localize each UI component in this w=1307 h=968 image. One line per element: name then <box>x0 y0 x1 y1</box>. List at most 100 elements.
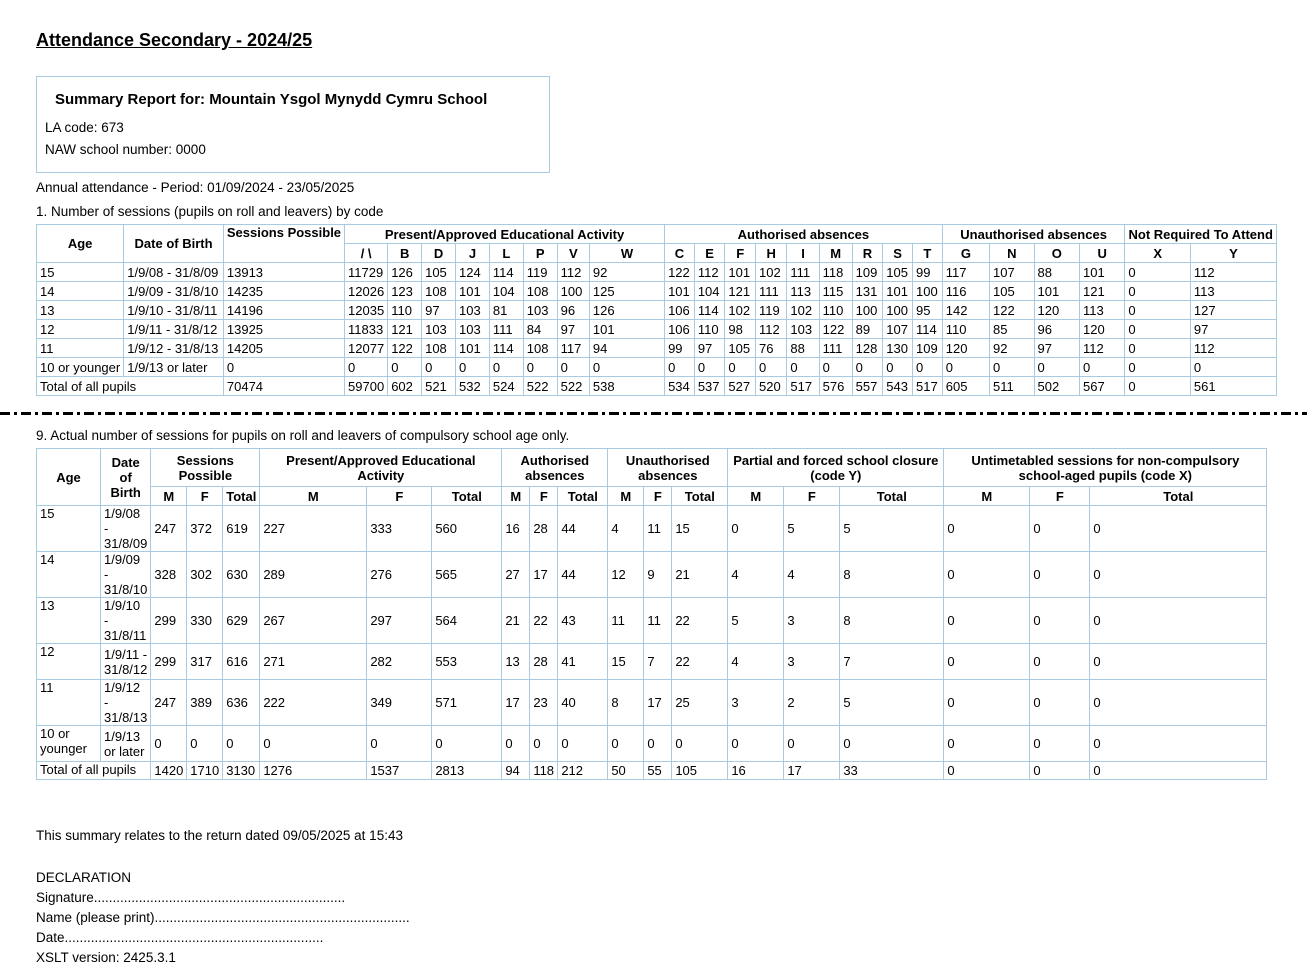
data-cell: 108 <box>421 281 456 301</box>
data-cell: 0 <box>529 725 559 762</box>
data-cell: 520 <box>754 376 788 396</box>
data-cell: 0 <box>1089 679 1268 726</box>
data-cell: 130 <box>882 338 913 358</box>
data-cell: 517 <box>912 376 943 396</box>
data-cell: 89 <box>851 319 884 339</box>
data-cell: 267 <box>259 597 368 644</box>
data-cell: 0 <box>989 357 1035 377</box>
data-cell: 0 <box>1029 551 1091 598</box>
header-cell: Present/Approved Educational Activity <box>259 448 503 487</box>
data-cell: 4 <box>783 551 841 598</box>
header-cell: Authorised absences <box>501 448 609 487</box>
data-cell: 109 <box>912 338 943 358</box>
data-cell: 328 <box>150 551 188 598</box>
data-cell: 0 <box>421 357 456 377</box>
data-cell: 108 <box>421 338 456 358</box>
data-cell: 289 <box>259 551 368 598</box>
header-cell: Partial and forced school closure (code … <box>727 448 945 487</box>
data-cell: 94 <box>588 338 666 358</box>
data-cell: 109 <box>851 262 884 282</box>
data-cell: 522 <box>522 376 558 396</box>
data-cell: 95 <box>912 300 943 320</box>
la-code-line: LA code: 673 <box>45 120 124 135</box>
header-cell: Total <box>671 486 729 506</box>
data-cell: 247 <box>150 679 188 726</box>
data-cell: 110 <box>941 319 991 339</box>
header-cell: W <box>588 243 666 263</box>
data-cell: 106 <box>664 300 695 320</box>
data-cell: 0 <box>1124 376 1191 396</box>
data-cell: 101 <box>1078 262 1126 282</box>
data-cell: 97 <box>693 338 726 358</box>
section1-title: 1. Number of sessions (pupils on roll an… <box>36 204 384 219</box>
data-cell: 27 <box>501 551 531 598</box>
data-cell: 0 <box>1029 725 1091 762</box>
header-cell: F <box>529 486 559 506</box>
data-cell: 13 <box>35 300 125 320</box>
data-cell: 1/9/09 - 31/8/10 <box>99 551 152 598</box>
table-row: 14 1/9/09 - 31/8/10 14235 12026 123 108 101 104… <box>35 281 1278 301</box>
data-cell: 0 <box>643 725 673 762</box>
actual-sessions-table: Age Date of Birth Sessions Possible Present… <box>35 448 1268 780</box>
data-cell: 12035 <box>344 300 389 320</box>
data-cell: 103 <box>522 300 558 320</box>
header-cell: L <box>488 243 524 263</box>
table-row: 12 1/9/11 - 31/8/12 13925 11833 121 103 103 111… <box>35 319 1278 339</box>
header-cell: R <box>851 243 884 263</box>
data-cell: 17 <box>643 679 673 726</box>
data-cell: 112 <box>693 262 726 282</box>
data-cell: 12026 <box>344 281 389 301</box>
data-cell: 112 <box>556 262 590 282</box>
data-cell: 629 <box>222 597 261 644</box>
data-cell: 0 <box>522 357 558 377</box>
data-cell: 22 <box>529 597 559 644</box>
data-cell: 389 <box>186 679 224 726</box>
data-cell: 22 <box>671 643 729 680</box>
header-cell: Date of Birth <box>123 224 224 263</box>
data-cell: 0 <box>387 357 423 377</box>
data-cell: 222 <box>259 679 368 726</box>
name-line: Name (please print).....................… <box>36 910 410 925</box>
data-cell: 282 <box>366 643 433 680</box>
data-cell: 11 <box>36 679 101 726</box>
header-cell: U <box>1078 243 1126 263</box>
data-cell: 14 <box>36 551 101 598</box>
table-row: / \ B D J L P V W C E F H I M R S T G N O U X Y <box>37 243 1278 263</box>
data-cell: 116 <box>941 281 991 301</box>
data-cell: 106 <box>664 319 695 339</box>
data-cell: 0 <box>943 551 1031 598</box>
data-cell: 11 <box>643 505 673 552</box>
data-cell: 4 <box>727 643 785 680</box>
data-cell: 99 <box>664 338 695 358</box>
data-cell: 3130 <box>222 761 261 780</box>
dashed-page-divider <box>0 412 1307 415</box>
data-cell: 271 <box>259 643 368 680</box>
data-cell: 527 <box>724 376 756 396</box>
data-cell: 12077 <box>344 338 389 358</box>
data-cell: 119 <box>522 262 558 282</box>
data-cell: 114 <box>488 262 524 282</box>
data-cell: 23 <box>529 679 559 726</box>
data-cell: 117 <box>556 338 590 358</box>
data-cell: 3 <box>783 643 841 680</box>
data-cell: 50 <box>607 761 645 780</box>
data-cell: 122 <box>387 338 423 358</box>
data-cell: 104 <box>693 281 726 301</box>
data-cell: 17 <box>529 551 559 598</box>
data-cell: 88 <box>1033 262 1080 282</box>
data-cell: 524 <box>488 376 524 396</box>
data-cell: 2813 <box>431 761 503 780</box>
data-cell: 12 <box>35 319 125 339</box>
data-cell: 522 <box>556 376 590 396</box>
data-cell: 0 <box>943 761 1031 780</box>
data-cell: 511 <box>989 376 1035 396</box>
header-cell: Total <box>1089 486 1268 506</box>
table-row: 10 or younger 1/9/13 or later 0 0 0 0 0 0 0 0 0 0 0 0… <box>36 725 1268 762</box>
data-cell: 1537 <box>366 761 433 780</box>
header-cell: Y <box>1189 243 1278 263</box>
data-cell: 0 <box>851 357 884 377</box>
data-cell: 0 <box>222 357 346 377</box>
data-cell: 553 <box>431 643 503 680</box>
data-cell: 142 <box>941 300 991 320</box>
data-cell: 127 <box>1189 300 1278 320</box>
